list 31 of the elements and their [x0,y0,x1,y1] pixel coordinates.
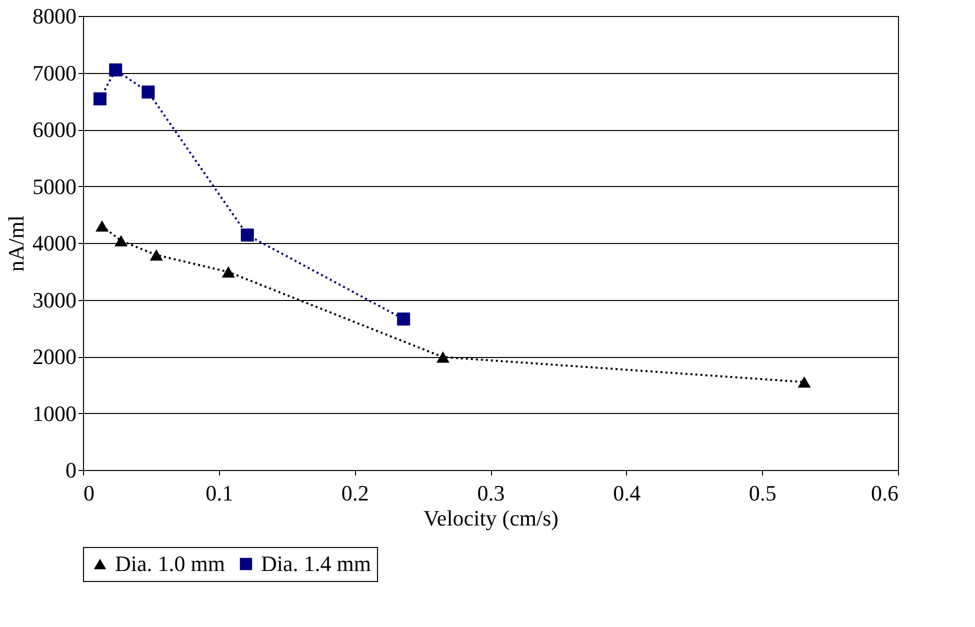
x-tick-label: 0.2 [341,480,369,506]
legend-label: Dia. 1.0 mm [115,551,225,576]
x-tick-label: 0.1 [206,480,234,506]
point [436,351,450,363]
point [109,63,122,76]
y-tick-label: 2000 [32,344,76,369]
point [93,92,106,106]
point [142,86,155,99]
point [222,266,235,278]
x-axis-title: Velocity (cm/s) [423,506,559,530]
legend-label: Dia. 1.4 mm [261,551,371,576]
point [798,376,811,388]
x-tick-label: 0 [84,480,94,506]
point [397,312,410,326]
x-tick-label: 0.3 [477,480,505,506]
x-tick-label: 0.5 [748,480,776,506]
y-tick-label: 0 [66,458,76,482]
point [240,228,254,242]
y-axis-title: nA/ml [4,215,28,272]
y-tick-label: 1000 [32,400,76,426]
y-tick-label: 7000 [32,60,76,86]
y-tick-label: 6000 [32,117,76,142]
y-tick-label: 4000 [32,230,76,256]
y-tick-label: 8000 [32,4,76,28]
point [150,249,163,261]
x-tick-label: 0.6 [871,480,898,506]
y-tick-label: 3000 [32,287,76,312]
x-tick-label: 0.4 [613,480,641,506]
point [114,235,128,246]
point [96,220,109,232]
y-tick-label: 5000 [32,174,76,199]
